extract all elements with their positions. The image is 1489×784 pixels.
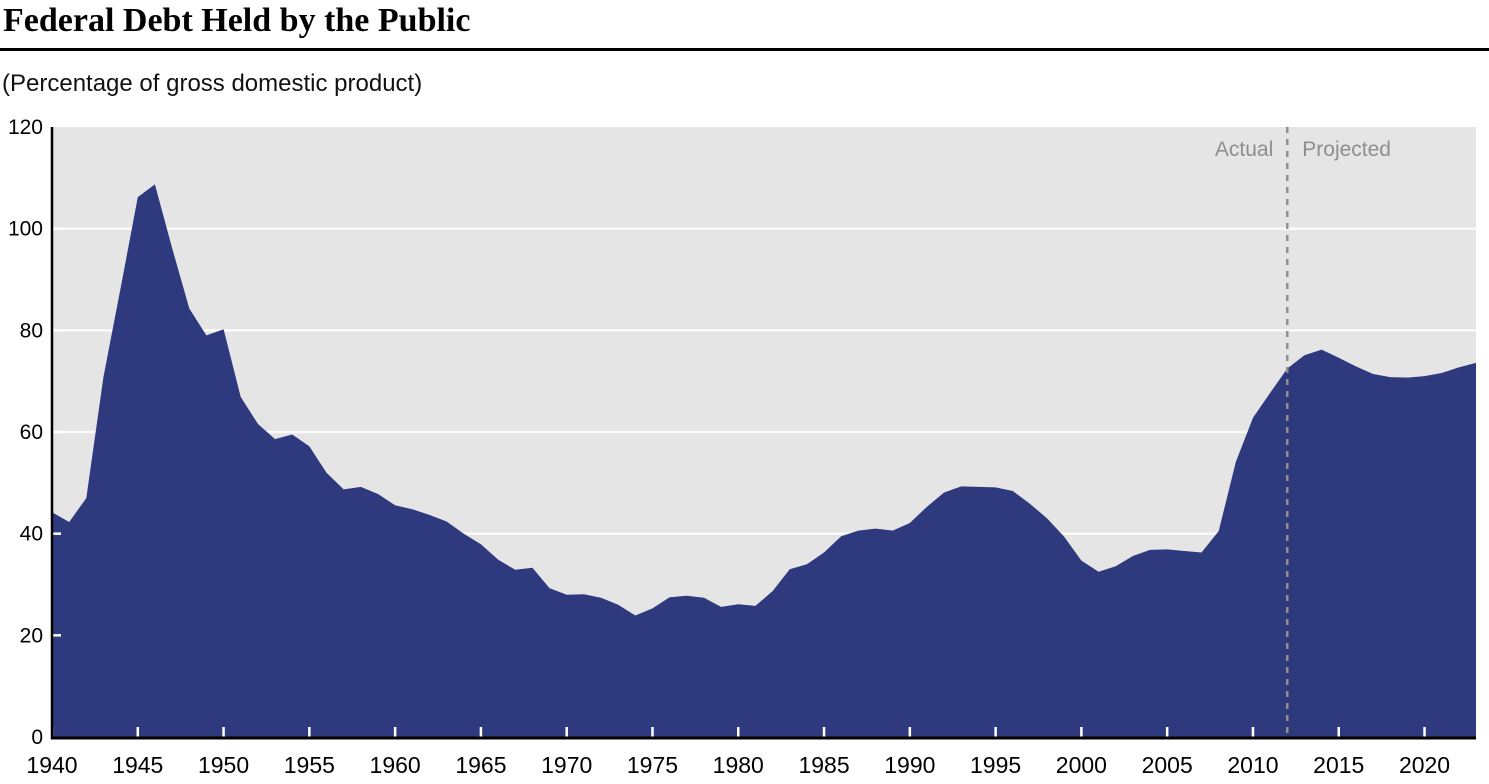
x-tick-label: 1950	[198, 752, 249, 778]
x-tick-label: 2000	[1056, 752, 1107, 778]
area-series-layer	[52, 184, 1476, 737]
tick-label-layer: 0 20 40 60 80 100 120 1940 1945 1950 1955 1960 1965 1…	[8, 116, 1450, 778]
y-tick-label: 0	[31, 726, 43, 749]
y-tick-label: 100	[8, 218, 43, 241]
y-tick-label: 120	[8, 116, 43, 139]
y-tick-label: 40	[20, 523, 43, 546]
projected-label: Projected	[1302, 138, 1391, 161]
y-tick-label: 20	[20, 624, 43, 647]
x-tick-label: 1960	[370, 752, 421, 778]
x-tick-label: 2010	[1227, 752, 1278, 778]
y-tick-label: 80	[20, 319, 43, 342]
x-tick-label: 1965	[455, 752, 506, 778]
x-tick-label: 1985	[798, 752, 849, 778]
tick-layer	[50, 227, 1426, 737]
debt-area-series	[52, 184, 1476, 737]
x-tick-label: 1980	[713, 752, 764, 778]
x-tick-label: 1945	[112, 752, 163, 778]
axis-layer	[50, 127, 1476, 740]
x-tick-label: 1995	[970, 752, 1021, 778]
page-title: Federal Debt Held by the Public	[3, 2, 471, 39]
chart-subtitle: (Percentage of gross domestic product)	[2, 70, 423, 97]
y-tick-label: 60	[20, 421, 43, 444]
actual-label: Actual	[1215, 138, 1273, 161]
x-tick-label: 1970	[541, 752, 592, 778]
x-tick-label: 2020	[1399, 752, 1450, 778]
x-tick-label: 1975	[627, 752, 678, 778]
x-tick-label: 1990	[884, 752, 935, 778]
x-tick-label: 1940	[26, 752, 77, 778]
x-tick-label: 2015	[1313, 752, 1364, 778]
title-rule	[0, 48, 1489, 51]
x-tick-label: 1955	[284, 752, 335, 778]
x-tick-label: 2005	[1142, 752, 1193, 778]
